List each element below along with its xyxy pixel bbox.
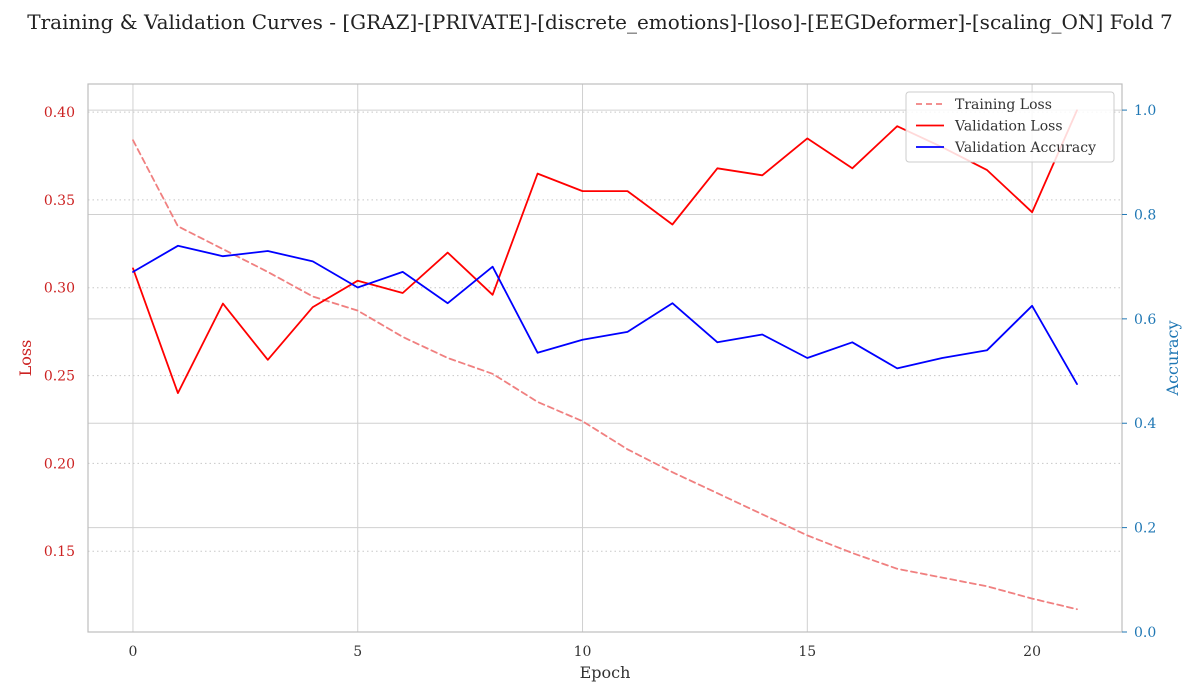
y-tick-label-right: 0.2 <box>1134 521 1156 537</box>
x-tick-label: 0 <box>128 644 137 660</box>
chart-title: Training & Validation Curves - [GRAZ]-[P… <box>27 10 1173 34</box>
y-tick-label-left: 0.30 <box>44 281 75 297</box>
series-layer <box>132 109 1078 611</box>
series-line-validation-accuracy <box>132 244 1078 386</box>
y-tick-label-right: 0.6 <box>1134 312 1156 328</box>
y-axis-label-left: Loss <box>16 340 35 377</box>
y-tick-label-right: 1.0 <box>1134 103 1156 119</box>
x-tick-label: 5 <box>353 644 362 660</box>
y-tick-label-left: 0.15 <box>44 544 75 560</box>
y-tick-label-left: 0.40 <box>44 105 75 121</box>
x-tick-label: 20 <box>1023 644 1041 660</box>
y-tick-label-right: 0.8 <box>1134 207 1156 223</box>
y-axis-label-right: Accuracy <box>1163 321 1182 397</box>
x-axis-label: Epoch <box>580 663 631 682</box>
y-tick-label-left: 0.35 <box>44 193 75 209</box>
legend-label: Validation Accuracy <box>954 140 1096 156</box>
legend-label: Validation Loss <box>954 119 1063 135</box>
legend-box <box>905 91 1115 163</box>
legend-label: Training Loss <box>955 97 1052 113</box>
x-tick-label: 15 <box>798 644 816 660</box>
legend: Training Loss Validation Loss Validation A… <box>905 91 1115 163</box>
series-line-training-loss <box>132 139 1078 611</box>
y-tick-label-left: 0.25 <box>44 369 75 385</box>
grid-layer <box>88 84 1122 633</box>
y-tick-label-right: 0.4 <box>1134 416 1156 432</box>
y-tick-label-right: 0.0 <box>1134 625 1156 641</box>
plot-frame <box>87 83 1123 633</box>
y-tick-label-left: 0.20 <box>44 456 75 472</box>
axes-layer: 0 5 10 15 20 0.15 0.20 0.25 0.30 0.35 0.40 0.0 0.2 0.… <box>44 83 1156 660</box>
x-tick-label: 10 <box>574 644 592 660</box>
